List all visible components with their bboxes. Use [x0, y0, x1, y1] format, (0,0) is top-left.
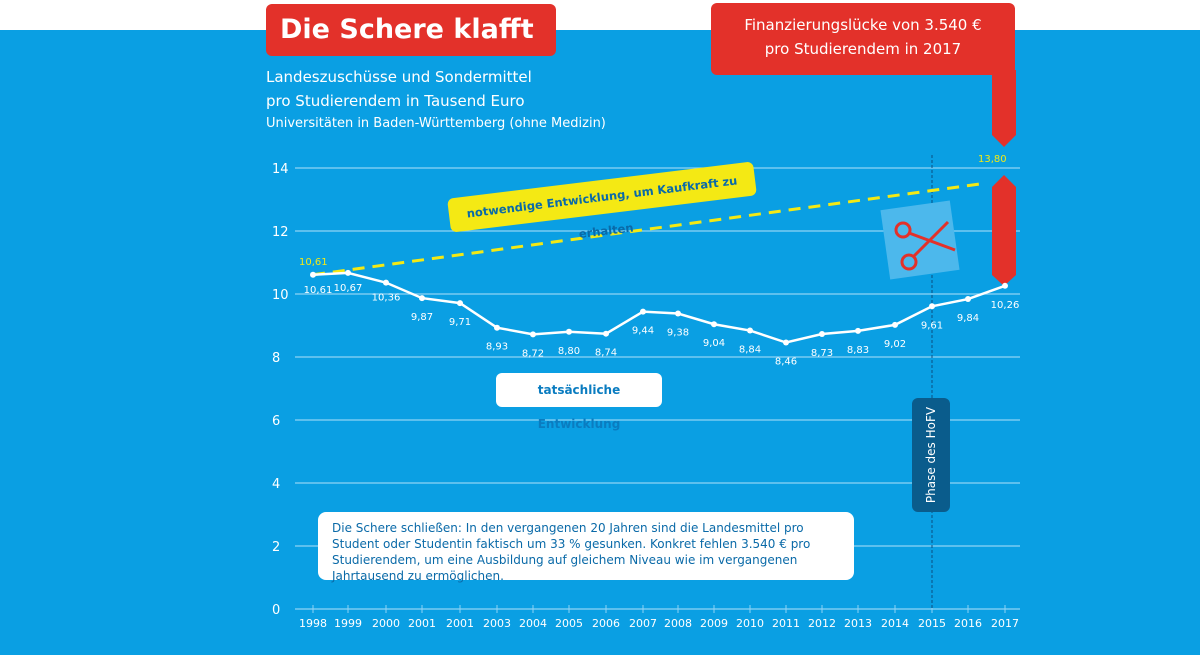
page-title: Die Schere klafft	[266, 4, 556, 56]
data-label: 10,67	[334, 283, 363, 294]
gap-line-2: pro Studierendem in 2017	[764, 40, 962, 58]
data-label: 8,74	[595, 348, 617, 359]
x-tick-label: 2003	[483, 617, 511, 630]
data-point	[494, 324, 500, 331]
subtitle-3: Universitäten in Baden-Württemberg (ohne…	[266, 116, 606, 131]
x-tick-label: 1998	[299, 617, 327, 630]
x-tick-label: 2005	[555, 617, 583, 630]
y-tick-label: 6	[272, 414, 280, 429]
x-tick-label: 2017	[991, 617, 1019, 630]
phase-text: Phase des HoFV	[924, 406, 938, 504]
subtitle-1: Landeszuschüsse und Sondermittel	[266, 68, 532, 86]
x-tick-label: 2009	[700, 617, 728, 630]
data-point	[310, 271, 316, 278]
gap-bracket-bar	[992, 175, 1016, 286]
subtitle-2: pro Studierendem in Tausend Euro	[266, 92, 525, 110]
data-point	[892, 321, 898, 328]
data-label: 9,44	[632, 326, 654, 337]
y-tick-label: 4	[272, 477, 280, 492]
scissors-icon-bg	[880, 200, 960, 280]
x-tick-label: 2008	[664, 617, 692, 630]
gap-line-1: Finanzierungslücke von 3.540 €	[744, 16, 982, 34]
data-point	[747, 327, 753, 334]
x-tick-label: 2014	[881, 617, 909, 630]
data-point	[783, 339, 789, 346]
data-label: 10,61	[304, 285, 333, 296]
data-point	[566, 328, 572, 335]
data-point	[675, 310, 681, 317]
data-label: 9,02	[884, 339, 906, 350]
data-point	[419, 295, 425, 302]
data-label: 8,80	[558, 346, 580, 357]
data-label: 9,87	[411, 312, 433, 323]
data-point	[819, 331, 825, 338]
data-label: 8,84	[739, 345, 761, 356]
x-tick-label: 2001	[408, 617, 436, 630]
x-tick-label: 2007	[629, 617, 657, 630]
x-tick-label: 2015	[918, 617, 946, 630]
y-tick-label: 10	[272, 288, 289, 303]
x-tick-label: 2013	[844, 617, 872, 630]
x-tick-label: 2004	[519, 617, 547, 630]
note-box: Die Schere schließen: In den vergangenen…	[318, 512, 854, 583]
gap-callout: Finanzierungslücke von 3.540 € pro Studie…	[711, 3, 1015, 75]
data-label: 9,38	[667, 328, 689, 339]
data-label: 8,93	[486, 342, 508, 353]
data-point	[1002, 282, 1008, 289]
phase-label: Phase des HoFV	[912, 398, 950, 512]
x-tick-label: 2016	[954, 617, 982, 630]
actual-label: tatsächliche Entwicklung	[496, 373, 662, 431]
data-point	[345, 269, 351, 276]
needed-start-label: 10,61	[299, 257, 328, 268]
needed-line	[312, 181, 986, 277]
data-label: 9,84	[957, 313, 979, 324]
data-label: 8,73	[811, 348, 833, 359]
scissors-icon	[894, 220, 956, 271]
data-point	[965, 296, 971, 303]
needed-end-label: 13,80	[978, 154, 1007, 165]
x-tick-label: 1999	[334, 617, 362, 630]
data-label: 10,36	[372, 293, 401, 304]
x-tick-label: 2012	[808, 617, 836, 630]
y-tick-label: 14	[272, 162, 289, 177]
x-tick-label: 2000	[372, 617, 400, 630]
data-point	[929, 303, 935, 310]
y-tick-label: 0	[272, 603, 280, 618]
data-label: 9,04	[703, 338, 725, 349]
x-tick-label: 2006	[592, 617, 620, 630]
data-label: 8,46	[775, 357, 797, 368]
x-tick-label: 2011	[772, 617, 800, 630]
data-label: 9,61	[921, 320, 943, 331]
y-tick-label: 2	[272, 540, 280, 555]
data-point	[383, 279, 389, 286]
data-label: 10,26	[991, 300, 1020, 311]
data-point	[457, 300, 463, 307]
actual-line	[312, 271, 1006, 344]
gap-bracket-top	[992, 70, 1016, 147]
data-point	[640, 308, 646, 315]
y-tick-label: 8	[272, 351, 280, 366]
x-tick-label: 2001	[446, 617, 474, 630]
x-tick-label: 2010	[736, 617, 764, 630]
data-label: 8,83	[847, 345, 869, 356]
data-point	[530, 331, 536, 338]
data-point	[855, 327, 861, 334]
data-label: 8,72	[522, 348, 544, 359]
y-tick-label: 12	[272, 225, 289, 240]
data-point	[603, 330, 609, 337]
data-label: 9,71	[449, 317, 471, 328]
data-point	[711, 321, 717, 328]
